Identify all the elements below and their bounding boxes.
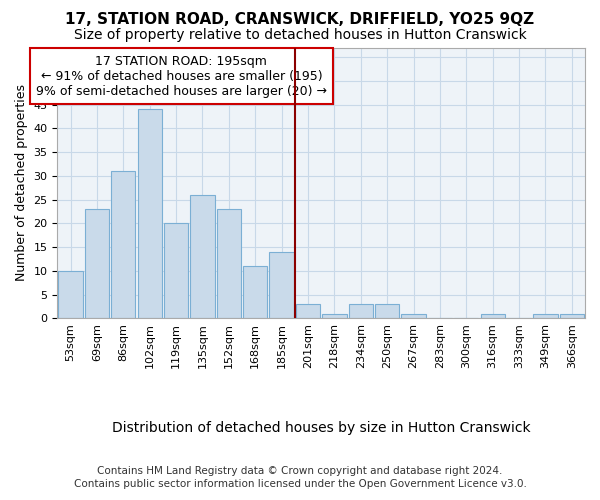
Bar [269,252,294,318]
Text: Contains HM Land Registry data © Crown copyright and database right 2024.: Contains HM Land Registry data © Crown c… [97,466,503,476]
Bar [322,314,347,318]
Bar [401,314,425,318]
Bar [533,314,557,318]
Bar [217,209,241,318]
Y-axis label: Number of detached properties: Number of detached properties [15,84,28,281]
Text: Contains public sector information licensed under the Open Government Licence v3: Contains public sector information licen… [74,479,526,489]
Bar [58,271,83,318]
Bar [164,224,188,318]
Text: Size of property relative to detached houses in Hutton Cranswick: Size of property relative to detached ho… [74,28,526,42]
Bar [481,314,505,318]
Bar [190,195,215,318]
Text: 17, STATION ROAD, CRANSWICK, DRIFFIELD, YO25 9QZ: 17, STATION ROAD, CRANSWICK, DRIFFIELD, … [65,12,535,28]
Bar [349,304,373,318]
Bar [111,171,136,318]
Text: 17 STATION ROAD: 195sqm
← 91% of detached houses are smaller (195)
9% of semi-de: 17 STATION ROAD: 195sqm ← 91% of detache… [36,54,327,98]
Bar [375,304,399,318]
Bar [560,314,584,318]
X-axis label: Distribution of detached houses by size in Hutton Cranswick: Distribution of detached houses by size … [112,421,530,435]
Bar [85,209,109,318]
Bar [243,266,268,318]
Bar [137,110,162,318]
Bar [296,304,320,318]
